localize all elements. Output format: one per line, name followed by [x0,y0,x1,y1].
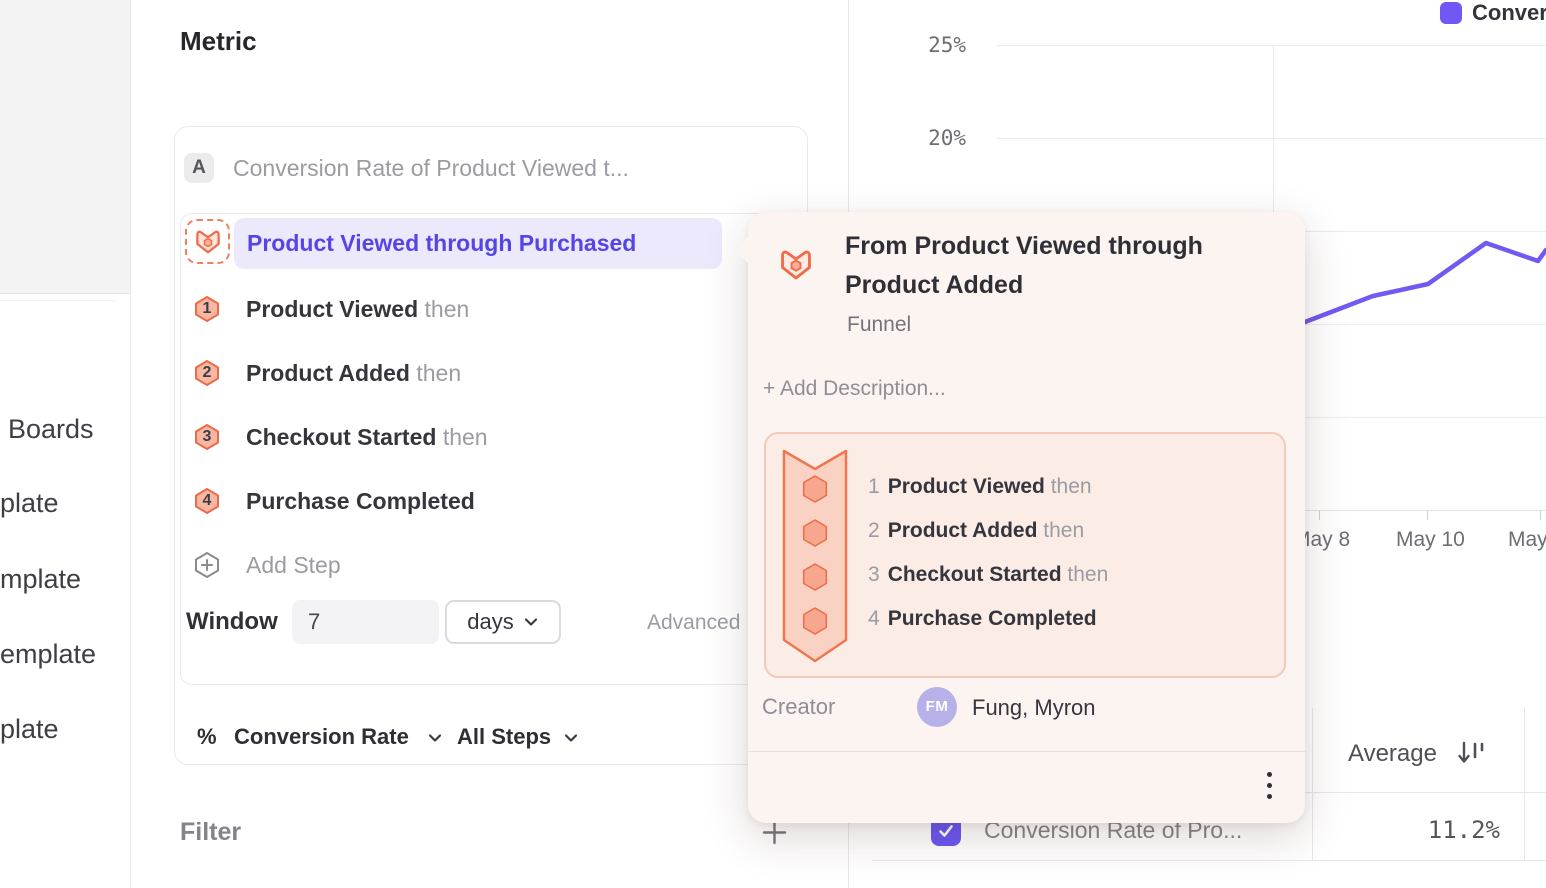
funnel-icon [195,230,220,253]
x-axis-label: May [1508,528,1546,551]
sidebar-item-template-3[interactable]: emplate [0,639,97,669]
table-column-border [1312,708,1313,860]
creator-label: Creator [762,694,836,719]
funnel-step-row[interactable]: 4 Purchase Completed [181,487,781,515]
x-axis-tick [1540,511,1541,520]
chevron-down-icon [524,618,537,626]
table-column-border [1524,708,1525,860]
sidebar-item-boards[interactable]: Boards [8,414,94,444]
funnel-icon [781,250,811,280]
x-axis-tick [1319,511,1320,520]
sidebar-item-template-1[interactable]: plate [0,488,59,518]
add-step-label: Add Step [246,552,341,578]
percent-icon: % [197,724,217,749]
chevron-down-icon[interactable] [563,730,579,746]
popover-title: From Product Viewed through Product Adde… [845,232,1203,299]
window-unit-select[interactable]: days [445,600,561,644]
step-name: Product Viewed [246,296,419,322]
window-unit-value: days [467,609,514,634]
legend-label[interactable]: Conver [1472,0,1546,25]
step-number-badge: 3 [193,423,221,451]
funnel-banner-icon [782,449,848,663]
x-axis-tick [1427,511,1428,520]
creator-name: Fung, Myron [972,695,1096,720]
step-name: Product Added [246,360,410,386]
filter-section-title: Filter [180,818,242,846]
gridline [997,138,1546,139]
funnel-step-row[interactable]: 3 Checkout Started then [181,423,781,451]
add-description-button[interactable]: + Add Description... [763,377,946,400]
y-axis-label: 20% [928,126,966,150]
popover-step-row: 1 Product Viewed then [868,475,1092,498]
popover-step-row: 2 Product Added then [868,519,1085,542]
step-name: Purchase Completed [246,488,475,514]
step-operator: then [424,296,470,322]
popover-divider [748,751,1305,752]
funnel-steps-summary: 1 Product Viewed then 2 Product Added then… [764,432,1286,678]
gridline [997,45,1546,46]
measure-scope-select[interactable]: All Steps [457,724,552,749]
window-input[interactable]: 7 [292,600,439,644]
step-number-badge: 4 [193,487,221,515]
add-filter-button[interactable] [761,819,788,846]
popover-step-row: 3 Checkout Started then [868,563,1109,586]
y-axis-label: 25% [928,33,966,57]
sidebar-item-template-2[interactable]: mplate [0,564,82,594]
selected-event-label[interactable]: Product Viewed through Purchased [247,230,637,256]
sidebar-collapsed-section [0,0,130,301]
popover-step-row: 4 Purchase Completed [868,607,1097,630]
legend-swatch [1440,2,1462,24]
funnel-chart-icon[interactable] [185,219,230,264]
metric-card: A Conversion Rate of Product Viewed t...… [174,126,808,765]
selected-event-highlight [234,218,722,269]
sidebar-item-template-4[interactable]: plate [0,714,59,744]
funnel-definition-card: Product Viewed through Purchased 1 Produ… [180,213,798,685]
step-number-badge: 2 [193,359,221,387]
checkmark-icon [939,825,953,837]
average-column-header[interactable]: Average [1348,740,1437,767]
step-number-badge: 1 [193,295,221,323]
chevron-down-icon[interactable] [427,730,443,746]
add-step-button[interactable]: Add Step [181,551,781,579]
average-value-cell: 11.2% [1427,816,1500,844]
funnel-step-row[interactable]: 1 Product Viewed then [181,295,781,323]
table-row-border [872,860,1546,861]
step-name: Checkout Started [246,424,437,450]
popover-beak [734,236,749,264]
x-axis-label: May 8 [1293,528,1351,551]
funnel-step-row[interactable]: 2 Product Added then [181,359,781,387]
series-badge: A [184,153,214,183]
step-operator: then [442,424,488,450]
add-step-hexagon-icon [193,551,221,579]
creator-avatar: FM [917,687,957,727]
metric-section-title: Metric [180,26,257,56]
window-label: Window [186,608,278,635]
measure-type-select[interactable]: Conversion Rate [234,724,409,749]
x-axis-label: May 10 [1396,528,1465,551]
sidebar-divider [130,0,131,888]
metric-details-popover: From Product Viewed through Product Adde… [734,212,1305,823]
step-operator: then [416,360,462,386]
popover-type-label: Funnel [847,313,912,336]
more-options-button[interactable] [1249,763,1289,807]
advanced-link[interactable]: Advanced [647,611,741,634]
sort-descending-icon[interactable] [1456,740,1488,768]
metric-title[interactable]: Conversion Rate of Product Viewed t... [233,155,629,181]
